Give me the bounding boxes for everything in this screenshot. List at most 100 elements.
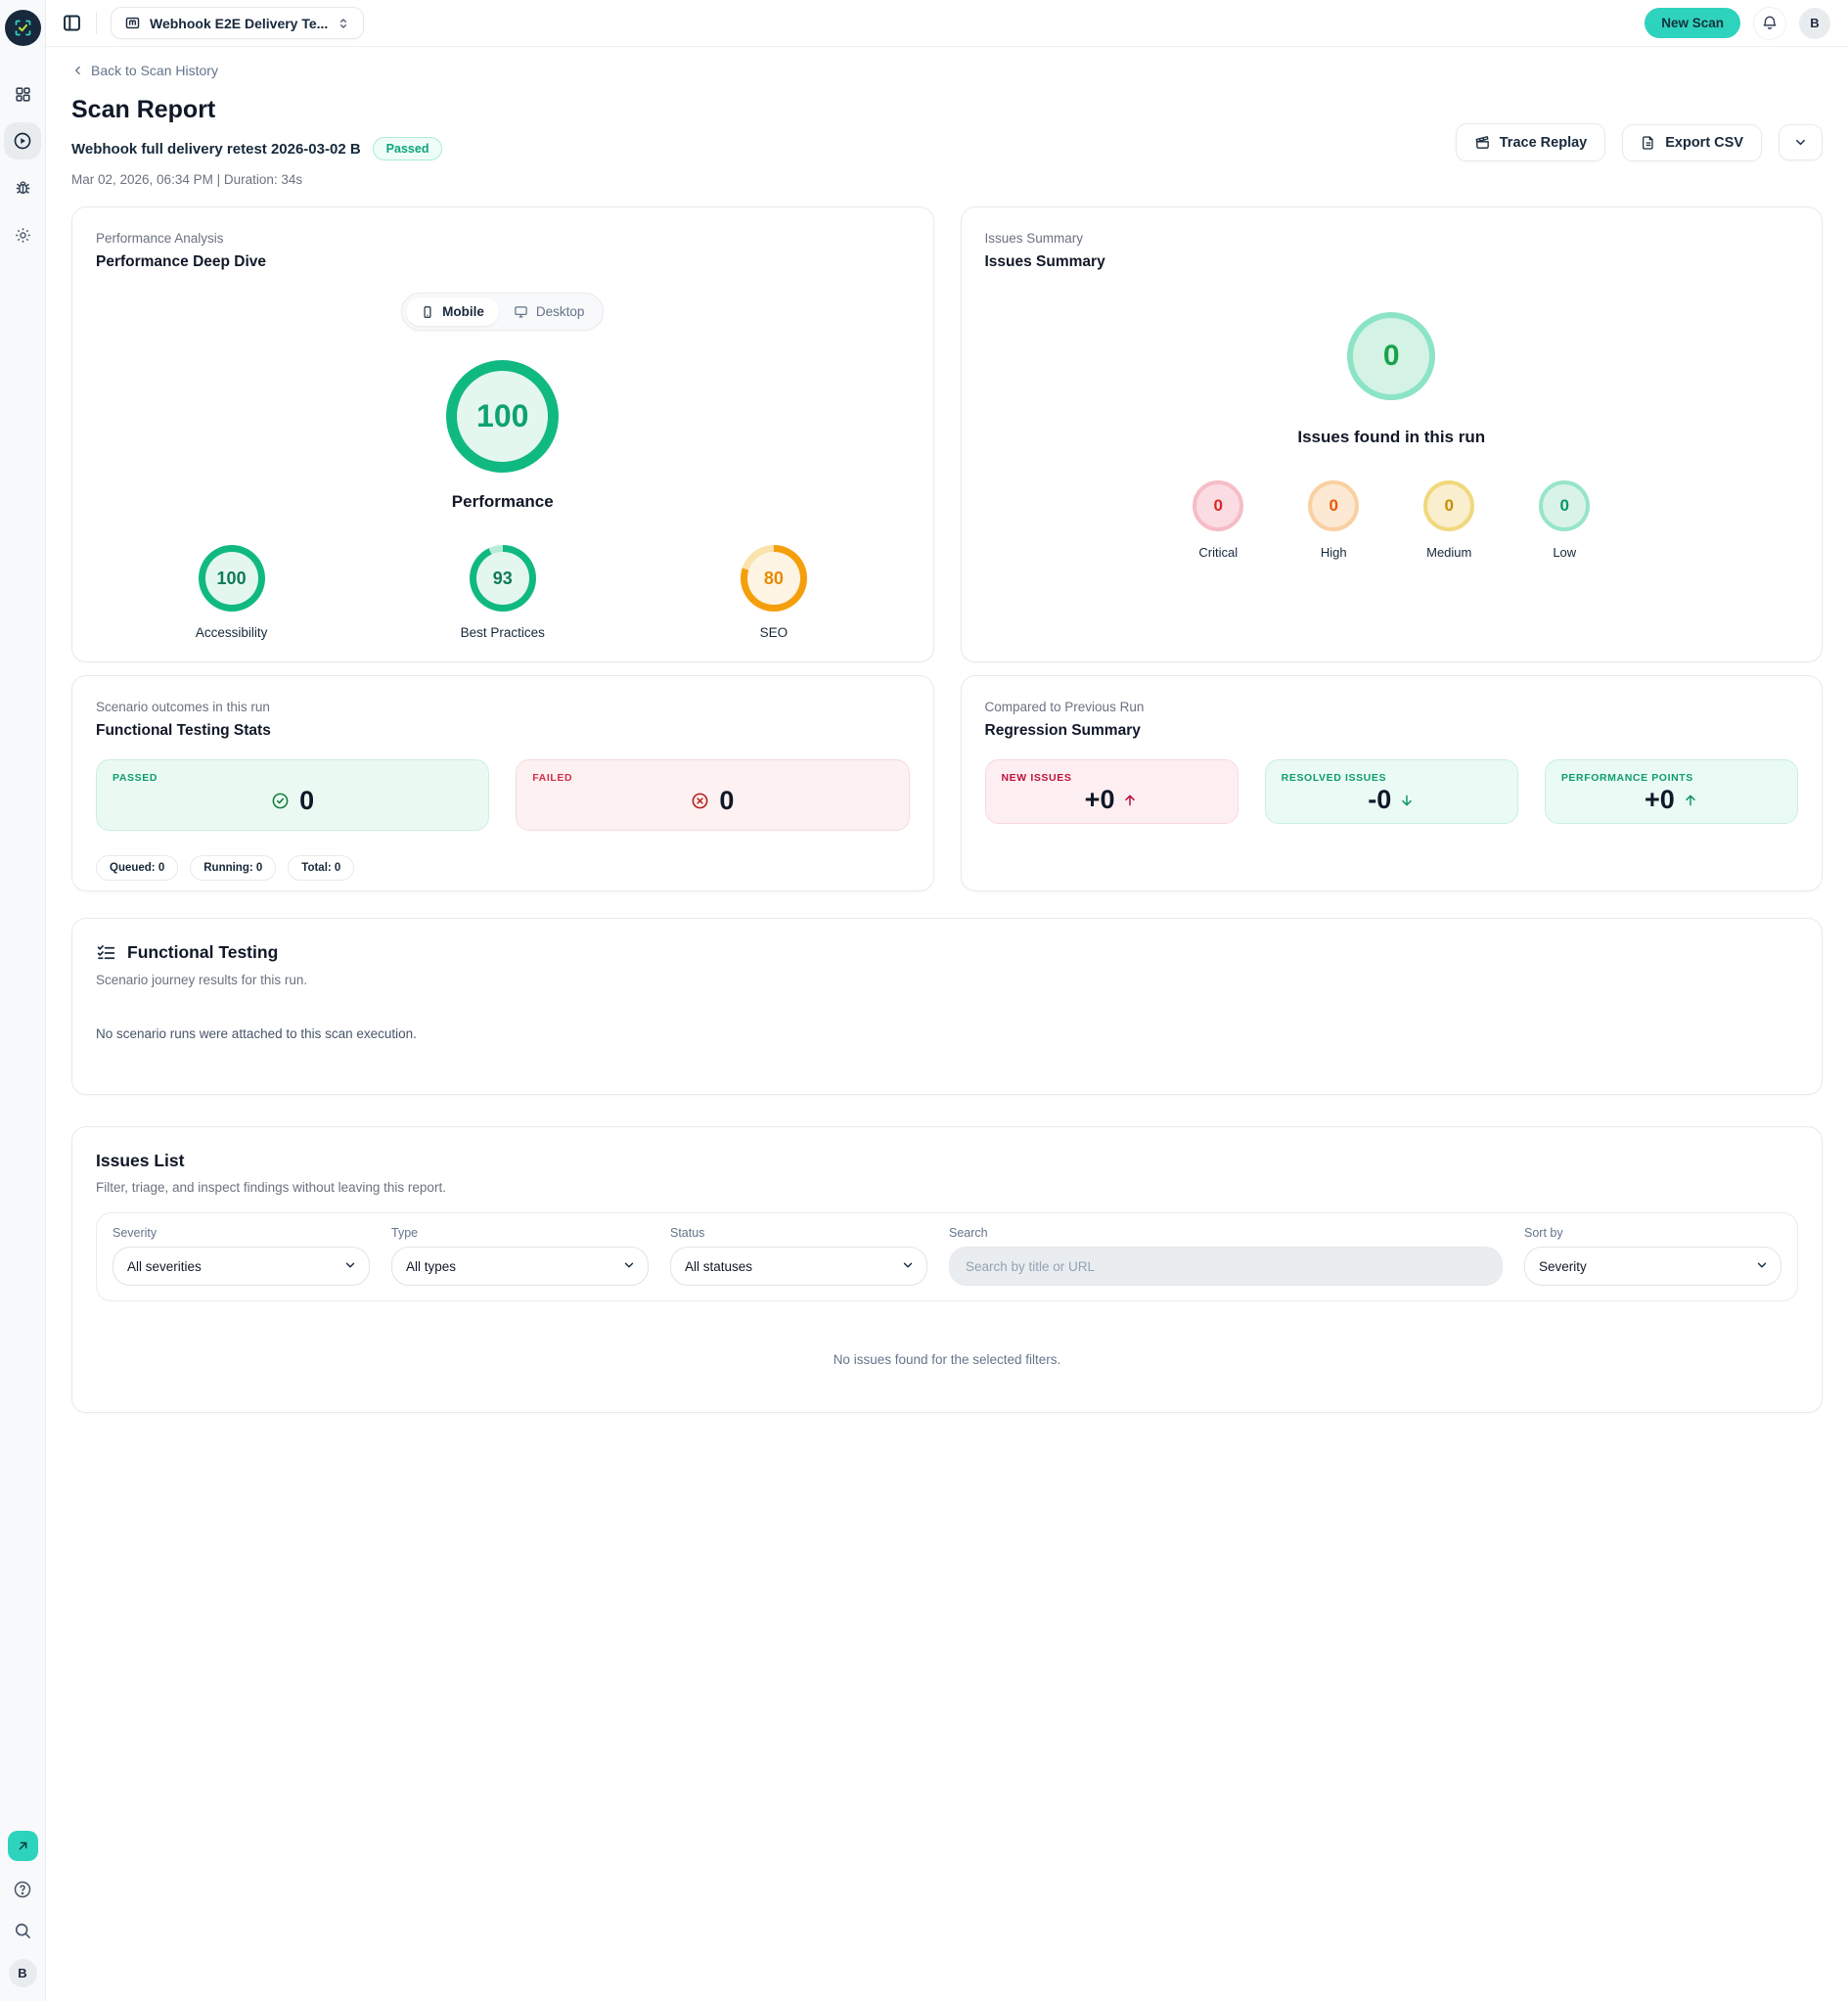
notifications-button[interactable] (1753, 6, 1786, 40)
chevron-left-icon (71, 64, 85, 77)
help-button[interactable] (10, 1877, 35, 1902)
failed-stat: FAILED 0 (516, 759, 910, 831)
new-issues-metric: NEW ISSUES +0 (984, 759, 1239, 824)
arrow-up-icon (1683, 793, 1698, 808)
chevron-down-icon (1793, 135, 1808, 150)
sidebar-item-dashboard[interactable] (4, 75, 41, 113)
back-to-scan-history-link[interactable]: Back to Scan History (71, 63, 218, 78)
status-filter: Status All statuses (670, 1226, 927, 1286)
sidebar-nav (4, 75, 41, 253)
chevrons-up-down-icon (337, 17, 350, 30)
issues-empty-message: No issues found for the selected filters… (833, 1352, 1061, 1367)
smartphone-icon (421, 305, 434, 319)
issues-summary-eyebrow: Issues Summary (984, 231, 1084, 246)
queued-pill: Queued: 0 (96, 855, 179, 881)
scan-name-row: Webhook full delivery retest 2026-03-02 … (71, 137, 443, 160)
arrow-up-right-icon (16, 1839, 30, 1853)
severity-row: 0 Critical 0 High 0 (985, 480, 1799, 560)
main-area: Webhook E2E Delivery Te... New Scan (46, 0, 1848, 2001)
issues-total-wrap: 0 (985, 312, 1799, 400)
page-title: Scan Report (71, 96, 216, 123)
performance-gauge-label: Performance (451, 492, 554, 511)
performance-score: 100 (476, 398, 529, 433)
arrow-up-icon (1122, 793, 1138, 808)
device-toggle-wrap: Mobile Desktop (96, 293, 910, 331)
search-input[interactable] (949, 1247, 1503, 1286)
sidebar-avatar[interactable]: B (8, 1959, 37, 1987)
clapperboard-icon (1474, 134, 1491, 151)
severity-filter: Severity All severities (113, 1226, 370, 1286)
performance-card: Performance Analysis Performance Deep Di… (71, 206, 934, 662)
more-actions-button[interactable] (1779, 124, 1823, 160)
search-icon (13, 1921, 32, 1940)
scan-name: Webhook full delivery retest 2026-03-02 … (71, 140, 361, 158)
running-pill: Running: 0 (190, 855, 277, 881)
search-filter: Search (949, 1226, 1503, 1286)
bell-icon (1761, 15, 1779, 32)
help-circle-icon (13, 1880, 32, 1899)
issues-summary-card: Issues Summary Issues Summary 0 Issues f… (960, 206, 1823, 662)
project-icon (124, 15, 141, 31)
issues-total-count: 0 (1382, 340, 1400, 372)
topbar: Webhook E2E Delivery Te... New Scan (46, 0, 1848, 47)
functional-testing-section: Functional Testing Scenario journey resu… (71, 918, 1823, 1095)
severity-select[interactable]: All severities (113, 1247, 370, 1286)
best-practices-gauge: 93 Best Practices (367, 545, 638, 640)
issues-list-section: Issues List Filter, triage, and inspect … (71, 1126, 1823, 1413)
trace-replay-button[interactable]: Trace Replay (1455, 123, 1606, 161)
type-filter: Type All types (391, 1226, 649, 1286)
list-checks-icon (96, 942, 116, 963)
performance-gauge: 100 (446, 360, 560, 473)
file-text-icon (1641, 135, 1656, 151)
performance-title: Performance Deep Dive (96, 253, 267, 270)
issues-caption: Issues found in this run (1297, 428, 1486, 446)
performance-points-metric: PERFORMANCE POINTS +0 (1544, 759, 1798, 824)
user-avatar[interactable]: B (1799, 7, 1830, 39)
bug-icon (14, 179, 32, 198)
report-header: Scan Report Webhook full delivery retest… (71, 96, 1823, 187)
content: Back to Scan History Scan Report Webhook… (46, 47, 1848, 1413)
sidebar-item-settings[interactable] (4, 216, 41, 253)
device-toggle: Mobile Desktop (401, 293, 605, 331)
cards-row-1: Performance Analysis Performance Deep Di… (71, 206, 1823, 662)
sidebar-item-issues[interactable] (4, 169, 41, 206)
status-select[interactable]: All statuses (670, 1247, 927, 1286)
severity-low: 0 Low (1539, 480, 1591, 560)
accessibility-gauge: 100 Accessibility (96, 545, 367, 640)
severity-high: 0 High (1308, 480, 1360, 560)
regression-card: Compared to Previous Run Regression Summ… (960, 675, 1823, 891)
report-header-left: Scan Report Webhook full delivery retest… (71, 96, 443, 187)
stat-pill-row: Queued: 0 Running: 0 Total: 0 (96, 855, 910, 881)
sub-gauges: 100 Accessibility 93 Best Practi (96, 545, 910, 640)
quick-launch-button[interactable] (7, 1831, 38, 1861)
issues-total-circle: 0 (1347, 312, 1436, 400)
sidebar: B (0, 0, 46, 2001)
monitor-icon (514, 304, 528, 319)
check-circle-icon (271, 792, 290, 810)
scan-meta: Mar 02, 2026, 06:34 PM | Duration: 34s (71, 172, 303, 187)
export-csv-button[interactable]: Export CSV (1622, 123, 1762, 161)
issues-list-subtitle: Filter, triage, and inspect findings wit… (96, 1180, 446, 1195)
type-select[interactable]: All types (391, 1247, 649, 1286)
stat-boxes: PASSED 0 FAILED (96, 759, 910, 831)
search-button[interactable] (10, 1918, 35, 1943)
topbar-right: New Scan B (1645, 6, 1830, 40)
sidebar-bottom: B (7, 1831, 38, 1987)
sidebar-item-scans[interactable] (4, 122, 41, 159)
dashboard-grid-icon (14, 85, 32, 104)
sidebar-collapse-button[interactable] (62, 13, 82, 33)
sort-select[interactable]: Severity (1524, 1247, 1781, 1286)
cards-row-2: Scenario outcomes in this run Functional… (71, 675, 1823, 891)
report-actions: Trace Replay Export CSV (1455, 123, 1823, 161)
new-scan-button[interactable]: New Scan (1645, 8, 1740, 38)
project-selector[interactable]: Webhook E2E Delivery Te... (111, 7, 365, 39)
panel-left-icon (62, 13, 82, 33)
toggle-mobile[interactable]: Mobile (406, 297, 499, 326)
issues-summary-title: Issues Summary (984, 253, 1105, 270)
filter-bar: Severity All severities Type (96, 1212, 1798, 1301)
toggle-desktop[interactable]: Desktop (499, 297, 600, 326)
app-logo[interactable] (4, 10, 41, 46)
functional-testing-subtitle: Scenario journey results for this run. (96, 973, 308, 987)
play-circle-icon (13, 131, 32, 151)
